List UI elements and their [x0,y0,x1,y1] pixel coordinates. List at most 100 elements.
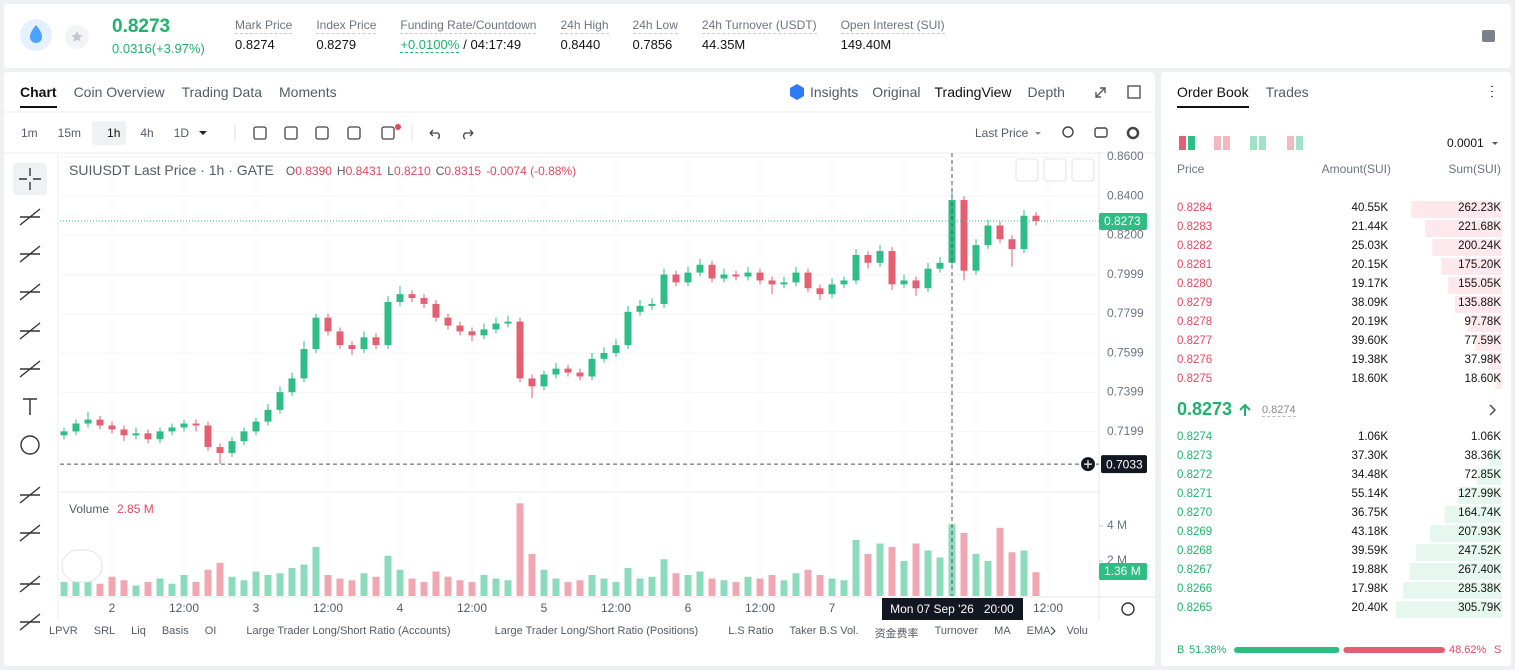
tool-icon[interactable] [20,435,40,455]
view-asks[interactable] [1259,136,1266,150]
interval[interactable]: 1h [107,126,121,140]
volume-bar [888,547,896,596]
volume-bar [168,583,176,596]
y-tick-label: 0.7199 [1107,424,1144,438]
candle-body [960,200,968,271]
chart-tab[interactable]: Moments [279,84,337,100]
view-bids[interactable] [1214,136,1221,150]
templates-icon[interactable] [347,126,361,140]
popout-icon[interactable] [1127,85,1141,99]
tool-icon[interactable] [23,398,37,415]
candle-body [72,423,80,432]
depth-bar [1475,334,1502,351]
chart-tab[interactable]: Coin Overview [73,84,165,100]
candle-body [108,425,116,430]
ob-more[interactable] [1489,404,1496,416]
tool-icon[interactable] [19,575,41,593]
indicator-option[interactable]: Turnover [934,625,979,637]
interval[interactable]: 1D [173,126,190,140]
maximize-button[interactable] [1071,158,1095,182]
tool-icon[interactable] [19,168,41,190]
indicator-option[interactable]: MA [994,625,1011,637]
tool-icon[interactable] [19,283,41,301]
indicators-icon[interactable] [284,126,298,140]
scroll-down-button[interactable] [1015,158,1039,182]
tool-icon[interactable] [19,360,41,378]
indicator-option[interactable]: Liq [131,625,146,637]
stat: 24h Low 0.7856 [632,18,678,52]
indicator-more[interactable] [1050,626,1056,636]
ob-price: 0.8274 [1177,431,1213,443]
view-mixed[interactable] [1287,136,1294,150]
indicator-option[interactable]: Taker B.S Vol. [789,625,859,637]
ob-sum: 1.06K [1470,431,1501,443]
volume-bar [552,578,560,596]
favorite-star [71,31,83,42]
view-option[interactable]: Insights [810,84,859,100]
indicator-option[interactable]: Large Trader Long/Short Ratio (Accounts) [246,625,451,637]
ob-price: 0.8269 [1177,526,1213,538]
indicator-option[interactable]: Basis [161,625,189,637]
volume-bar [240,580,248,596]
indicator-option[interactable]: 资金费率 [874,628,919,640]
candle-body [696,264,704,273]
tool-icon[interactable] [19,524,41,542]
view-option[interactable]: Original [872,84,921,100]
chart-settings[interactable] [1121,602,1135,616]
volume-bar [900,561,908,596]
header-menu-icon[interactable] [1482,30,1495,42]
view-mixed[interactable] [1296,136,1303,150]
volume-bar [612,582,620,596]
x-tick-label: 2 [109,601,116,615]
snapshot-icon[interactable] [1094,127,1108,138]
redo-icon[interactable] [463,129,474,140]
view-option[interactable]: TradingView [934,84,1012,100]
interval[interactable]: 4h [140,126,154,140]
interval[interactable]: 15m [57,126,82,140]
volume-tick-label: 4 M [1107,518,1127,532]
view-option[interactable]: Depth [1027,84,1065,100]
price-source[interactable]: Last Price [975,126,1029,140]
indicator-option[interactable]: L.S Ratio [728,625,774,637]
indicator-option[interactable]: Volu [1066,625,1088,637]
candle-body [456,325,464,332]
chart-tab[interactable]: Chart [20,84,57,108]
tool-icon[interactable] [19,245,41,263]
settings-icon[interactable] [1126,126,1140,140]
candle-body [444,317,452,326]
indicator-option[interactable]: OI [204,625,217,637]
candle-type-icon[interactable] [253,126,267,140]
candle-body [300,349,308,379]
view-bids[interactable] [1223,136,1230,150]
orderbook-tab[interactable]: Trades [1265,84,1309,100]
tool-icon[interactable] [19,613,41,631]
orderbook-tab[interactable]: Order Book [1177,84,1249,108]
tool-icon[interactable] [19,322,41,340]
indicator-option[interactable]: EMA [1026,625,1051,637]
ob-sum: 127.99K [1458,488,1501,500]
indicator-option[interactable]: LPVR [49,625,78,637]
volume-bar [780,580,788,596]
undo-icon[interactable] [429,129,440,140]
chart-tab[interactable]: Trading Data [181,84,263,100]
tool-icon[interactable] [19,486,41,504]
indicator-option[interactable]: SRL [93,625,116,637]
alerts-icon[interactable] [381,126,395,140]
search-icon[interactable] [1062,126,1074,138]
view-asks[interactable] [1250,136,1257,150]
interval[interactable]: 1m [21,126,38,140]
view-both[interactable] [1188,136,1195,150]
expand-icon[interactable] [1095,87,1106,98]
volume-bar [492,578,500,596]
candle-body [156,431,164,440]
stat-label: Open Interest (SUI) [840,18,945,34]
replay-icon[interactable] [315,126,329,140]
readout-value: 0.8390 [295,164,332,178]
indicator-option[interactable]: Large Trader Long/Short Ratio (Positions… [494,625,699,637]
view-both[interactable] [1179,136,1186,150]
precision[interactable]: 0.0001 [1447,136,1484,150]
interval-caret [199,131,207,135]
collapse-button[interactable] [1043,158,1067,182]
tool-icon[interactable] [19,208,41,226]
